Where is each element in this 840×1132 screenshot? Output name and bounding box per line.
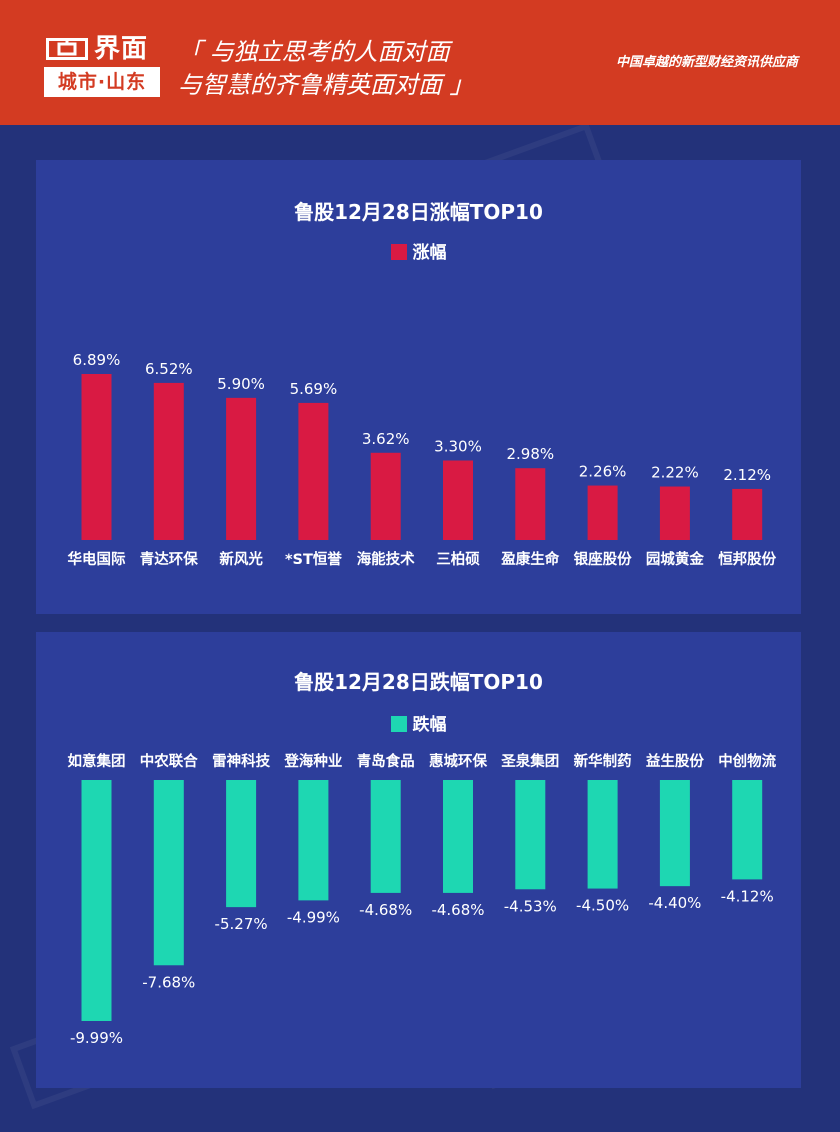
tagline: 中国卓越的新型财经资讯供应商 — [615, 55, 798, 70]
category-label: 青达环保 — [140, 550, 198, 568]
category-label: *ST恒誉 — [285, 550, 342, 568]
value-label: 5.90% — [217, 375, 265, 393]
value-label: -4.68% — [359, 901, 412, 919]
value-label: -5.27% — [215, 915, 268, 933]
category-label: 恒邦股份 — [718, 550, 776, 568]
bar-三柏硕 — [443, 460, 473, 540]
category-label: 海能技术 — [357, 550, 415, 568]
bar-惠城环保 — [443, 780, 473, 893]
value-label: 6.52% — [145, 360, 193, 378]
legend-label: 跌幅 — [412, 715, 447, 735]
jiemian-logo-icon — [46, 38, 88, 60]
category-label: 中农联合 — [140, 752, 198, 770]
bar-银座股份 — [587, 485, 618, 540]
bar-盈康生命 — [515, 468, 546, 540]
value-label: 2.98% — [506, 445, 554, 463]
category-label: 青岛食品 — [357, 752, 415, 770]
category-label: 华电国际 — [68, 550, 126, 568]
value-label: -4.40% — [648, 894, 701, 912]
header-banner: 界面 城市·山东 「 与独立思考的人面对面 与智慧的齐鲁精英面对面 」 中国卓越… — [0, 0, 840, 125]
value-label: -9.99% — [70, 1029, 123, 1047]
category-label: 新华制药 — [574, 752, 632, 770]
value-label: 6.89% — [73, 351, 121, 369]
category-label: 圣泉集团 — [500, 752, 559, 770]
value-label: 3.30% — [434, 437, 482, 455]
category-label: 盈康生命 — [500, 550, 559, 568]
bar-青岛食品 — [370, 780, 401, 893]
chart-legend: 涨幅 — [36, 238, 801, 263]
bar-中创物流 — [732, 780, 763, 880]
value-label: -4.53% — [504, 897, 557, 915]
category-label: 登海种业 — [283, 752, 342, 770]
brand-logo[interactable]: 界面 城市·山东 — [44, 33, 160, 97]
slogan-line-2: 与智慧的齐鲁精英面对面 」 — [178, 71, 474, 99]
value-label: -4.99% — [287, 908, 340, 926]
value-label: 3.62% — [362, 430, 410, 448]
value-label: 2.12% — [723, 466, 771, 484]
logo-name: 界面 — [94, 34, 149, 64]
value-label: -7.68% — [142, 973, 195, 991]
bar-圣泉集团 — [515, 780, 546, 890]
category-label: 如意集团 — [68, 752, 126, 770]
bar-益生股份 — [659, 780, 690, 887]
value-label: -4.68% — [431, 901, 484, 919]
legend-label: 涨幅 — [412, 243, 447, 263]
bar-新风光 — [226, 397, 257, 540]
fall-bar-chart: -9.99% 如意集团 -7.68% 中农联合 -5.27% 雷神科技 -4.99% 登海种业… — [68, 752, 777, 1047]
slogan-line-1: 「 与独立思考的人面对面 — [178, 38, 450, 66]
category-label: 益生股份 — [646, 752, 704, 770]
rise-bar-chart: 6.89% 华电国际 6.52% 青达环保 5.90% 新风光 5.69% *ST恒誉 3.62… — [68, 351, 777, 568]
value-label: 5.69% — [290, 380, 338, 398]
bar-华电国际 — [81, 374, 112, 540]
fall-chart-panel: 鲁股12月28日跌幅TOP10 跌幅 -9.99% 如意集团 -7.68% 中农联合 -… — [36, 632, 801, 1088]
bar-恒邦股份 — [732, 488, 763, 540]
chart-title: 鲁股12月28日涨幅TOP10 — [294, 200, 543, 224]
value-label: 2.26% — [579, 463, 627, 481]
category-label: 银座股份 — [574, 550, 632, 568]
category-label: 惠城环保 — [429, 752, 487, 770]
bar-*ST恒誉 — [298, 402, 329, 540]
bar-中农联合 — [153, 780, 184, 966]
bar-雷神科技 — [226, 780, 257, 908]
value-label: 2.22% — [651, 464, 699, 482]
category-label: 新风光 — [219, 550, 263, 568]
bar-海能技术 — [370, 452, 401, 540]
category-label: 中创物流 — [718, 752, 776, 770]
chart-title: 鲁股12月28日跌幅TOP10 — [294, 670, 543, 694]
bar-新华制药 — [587, 780, 618, 889]
legend-swatch — [390, 244, 407, 260]
value-label: -4.50% — [576, 897, 629, 915]
bar-园城黄金 — [659, 486, 690, 540]
category-label: 三柏硕 — [436, 550, 480, 568]
category-label: 雷神科技 — [212, 752, 270, 770]
category-label: 园城黄金 — [646, 550, 704, 568]
chart-legend: 跌幅 — [36, 710, 801, 735]
bar-登海种业 — [298, 780, 329, 901]
bar-如意集团 — [81, 780, 112, 1021]
rise-chart-panel: 鲁股12月28日涨幅TOP10 涨幅 6.89% 华电国际 6.52% 青达环保 5.9… — [36, 160, 801, 614]
value-label: -4.12% — [721, 887, 774, 905]
bar-青达环保 — [153, 382, 184, 540]
legend-swatch — [390, 716, 407, 732]
logo-subtitle: 城市·山东 — [44, 67, 160, 97]
